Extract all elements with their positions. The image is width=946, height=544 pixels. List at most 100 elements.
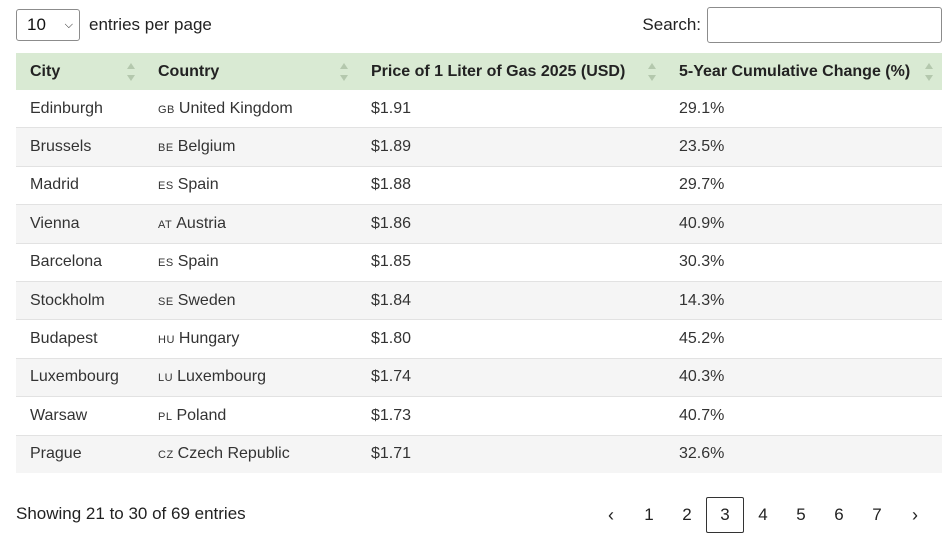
- table-row: Barcelona ES Spain $1.85 30.3%: [16, 242, 942, 282]
- price-cell: $1.88: [357, 165, 665, 205]
- change-cell: 29.1%: [665, 90, 942, 128]
- country-name: Belgium: [177, 138, 236, 156]
- table-row: Brussels BE Belgium $1.89 23.5%: [16, 127, 942, 167]
- city-cell: Madrid: [16, 165, 144, 205]
- country-code: SE: [158, 295, 174, 308]
- entries-per-page-label: entries per page: [89, 15, 212, 34]
- country-name: Spain: [177, 176, 219, 194]
- change-cell: 30.3%: [665, 242, 942, 282]
- column-header-city[interactable]: City: [16, 53, 144, 90]
- country-cell: HU Hungary: [144, 319, 357, 359]
- city-cell: Budapest: [16, 319, 144, 359]
- page-button-6[interactable]: 6: [834, 505, 844, 524]
- sort-arrows-icon: [648, 63, 656, 81]
- country-name: Hungary: [178, 330, 240, 348]
- next-page-button[interactable]: ›: [912, 504, 918, 525]
- table-row: Stockholm SE Sweden $1.84 14.3%: [16, 280, 942, 320]
- change-cell: 23.5%: [665, 127, 942, 167]
- country-code: CZ: [158, 449, 174, 462]
- sort-arrows-icon: [340, 63, 348, 81]
- price-cell: $1.74: [357, 357, 665, 397]
- column-header-price[interactable]: Price of 1 Liter of Gas 2025 (USD): [357, 53, 665, 90]
- country-name: Austria: [176, 214, 227, 232]
- chevron-down-icon: ⌵: [64, 18, 73, 31]
- city-cell: Barcelona: [16, 242, 144, 282]
- column-header-label: City: [30, 62, 61, 80]
- country-cell: SE Sweden: [144, 280, 357, 320]
- header-row: City Country Price of 1 Liter of Gas 202…: [16, 53, 942, 90]
- country-cell: AT Austria: [144, 204, 357, 244]
- country-cell: CZ Czech Republic: [144, 434, 357, 473]
- country-name: Poland: [176, 406, 227, 424]
- page-button-1[interactable]: 1: [644, 505, 654, 524]
- page-button-7[interactable]: 7: [872, 505, 882, 524]
- price-cell: $1.86: [357, 204, 665, 244]
- change-cell: 29.7%: [665, 165, 942, 205]
- country-name: Spain: [177, 253, 219, 271]
- price-cell: $1.85: [357, 242, 665, 282]
- price-cell: $1.73: [357, 396, 665, 436]
- page-button-3[interactable]: 3: [706, 497, 744, 533]
- page-button-5[interactable]: 5: [796, 505, 806, 524]
- table-row: Prague CZ Czech Republic $1.71 32.6%: [16, 434, 942, 473]
- sort-arrows-icon: [127, 63, 135, 81]
- country-name: United Kingdom: [178, 99, 293, 117]
- search-box: Search:: [642, 7, 942, 43]
- city-cell: Luxembourg: [16, 357, 144, 397]
- table-row: Luxembourg LU Luxembourg $1.74 40.3%: [16, 357, 942, 397]
- price-cell: $1.80: [357, 319, 665, 359]
- change-cell: 40.3%: [665, 357, 942, 397]
- country-cell: GB United Kingdom: [144, 90, 357, 128]
- page-button-4[interactable]: 4: [758, 505, 768, 524]
- table-row: Edinburgh GB United Kingdom $1.91 29.1%: [16, 90, 942, 128]
- table-row: Budapest HU Hungary $1.80 45.2%: [16, 319, 942, 359]
- price-cell: $1.89: [357, 127, 665, 167]
- country-code: PL: [158, 410, 173, 423]
- entries-per-page-select[interactable]: 10 ⌵: [16, 9, 80, 41]
- country-name: Sweden: [177, 291, 236, 309]
- country-cell: LU Luxembourg: [144, 357, 357, 397]
- table-row: Madrid ES Spain $1.88 29.7%: [16, 165, 942, 205]
- country-name: Czech Republic: [177, 445, 290, 463]
- change-cell: 32.6%: [665, 434, 942, 473]
- sort-arrows-icon: [925, 63, 933, 81]
- country-cell: PL Poland: [144, 396, 357, 436]
- country-cell: ES Spain: [144, 165, 357, 205]
- search-label: Search:: [642, 15, 701, 34]
- country-name: Luxembourg: [177, 368, 267, 386]
- country-code: LU: [158, 372, 174, 385]
- column-header-change[interactable]: 5-Year Cumulative Change (%): [665, 53, 942, 90]
- search-input[interactable]: [707, 7, 942, 43]
- country-code: BE: [158, 142, 174, 155]
- data-table: City Country Price of 1 Liter of Gas 202…: [16, 53, 942, 473]
- price-cell: $1.91: [357, 90, 665, 128]
- table-controls: 10 ⌵ entries per page Search:: [16, 7, 942, 43]
- length-menu: 10 ⌵ entries per page: [16, 9, 212, 41]
- country-cell: BE Belgium: [144, 127, 357, 167]
- city-cell: Brussels: [16, 127, 144, 167]
- column-header-label: 5-Year Cumulative Change (%): [679, 62, 911, 80]
- table-row: Vienna AT Austria $1.86 40.9%: [16, 204, 942, 244]
- city-cell: Prague: [16, 434, 144, 473]
- change-cell: 40.7%: [665, 396, 942, 436]
- country-code: ES: [158, 180, 174, 193]
- country-code: GB: [158, 103, 175, 116]
- column-header-label: Price of 1 Liter of Gas 2025 (USD): [371, 62, 626, 80]
- column-header-country[interactable]: Country: [144, 53, 357, 90]
- country-cell: ES Spain: [144, 242, 357, 282]
- city-cell: Stockholm: [16, 280, 144, 320]
- prev-page-button[interactable]: ‹: [608, 504, 614, 525]
- change-cell: 14.3%: [665, 280, 942, 320]
- country-code: HU: [158, 334, 175, 347]
- column-header-label: Country: [158, 62, 220, 80]
- page-button-2[interactable]: 2: [682, 505, 692, 524]
- change-cell: 45.2%: [665, 319, 942, 359]
- city-cell: Vienna: [16, 204, 144, 244]
- price-cell: $1.84: [357, 280, 665, 320]
- pagination: ‹ 1 2 3 4 5 6 7 ›: [592, 497, 934, 533]
- country-code: AT: [158, 218, 173, 231]
- country-code: ES: [158, 257, 174, 270]
- table-info: Showing 21 to 30 of 69 entries: [16, 504, 246, 523]
- city-cell: Edinburgh: [16, 90, 144, 128]
- table-row: Warsaw PL Poland $1.73 40.7%: [16, 396, 942, 436]
